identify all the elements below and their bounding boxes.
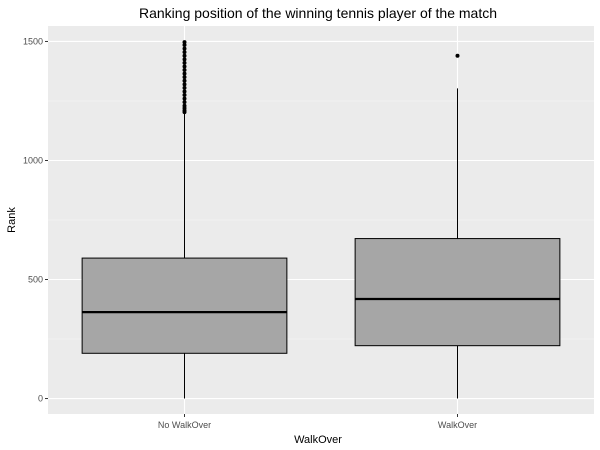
box-iqr — [354, 238, 561, 347]
x-tick-label: No WalkOver — [158, 420, 211, 430]
y-axis-title: Rank — [6, 207, 18, 233]
outlier-point — [182, 75, 187, 80]
y-tick-label: 1500 — [23, 36, 43, 46]
outlier-point — [182, 40, 187, 45]
outlier-point — [182, 50, 187, 55]
outlier-point — [182, 103, 187, 108]
outlier-point — [182, 53, 187, 58]
outlier-point — [182, 57, 187, 62]
axes: 0 500 1000 1500 No WalkOver WalkOver — [23, 36, 477, 430]
x-tick-label: WalkOver — [438, 420, 477, 430]
outlier-point — [182, 60, 187, 65]
y-tick-label: 0 — [38, 394, 43, 404]
y-tick-label: 1000 — [23, 155, 43, 165]
outlier-point — [182, 64, 187, 69]
outlier-point — [182, 78, 187, 83]
outlier-point — [182, 89, 187, 94]
outlier-point — [182, 46, 187, 51]
outlier-point — [455, 53, 460, 58]
boxes — [81, 40, 561, 399]
outlier-point — [182, 96, 187, 101]
box-1 — [81, 40, 288, 399]
box-iqr — [81, 257, 288, 354]
outlier-point — [182, 85, 187, 90]
outlier-point — [182, 68, 187, 73]
outlier-point — [182, 71, 187, 76]
outlier-point — [182, 100, 187, 105]
outlier-point — [182, 43, 187, 48]
y-tick-label: 500 — [28, 275, 43, 285]
outlier-point — [182, 82, 187, 87]
outlier-point — [182, 93, 187, 98]
box-2 — [354, 53, 561, 399]
x-axis-title: WalkOver — [294, 434, 342, 446]
chart-title: Ranking position of the winning tennis p… — [139, 5, 497, 21]
